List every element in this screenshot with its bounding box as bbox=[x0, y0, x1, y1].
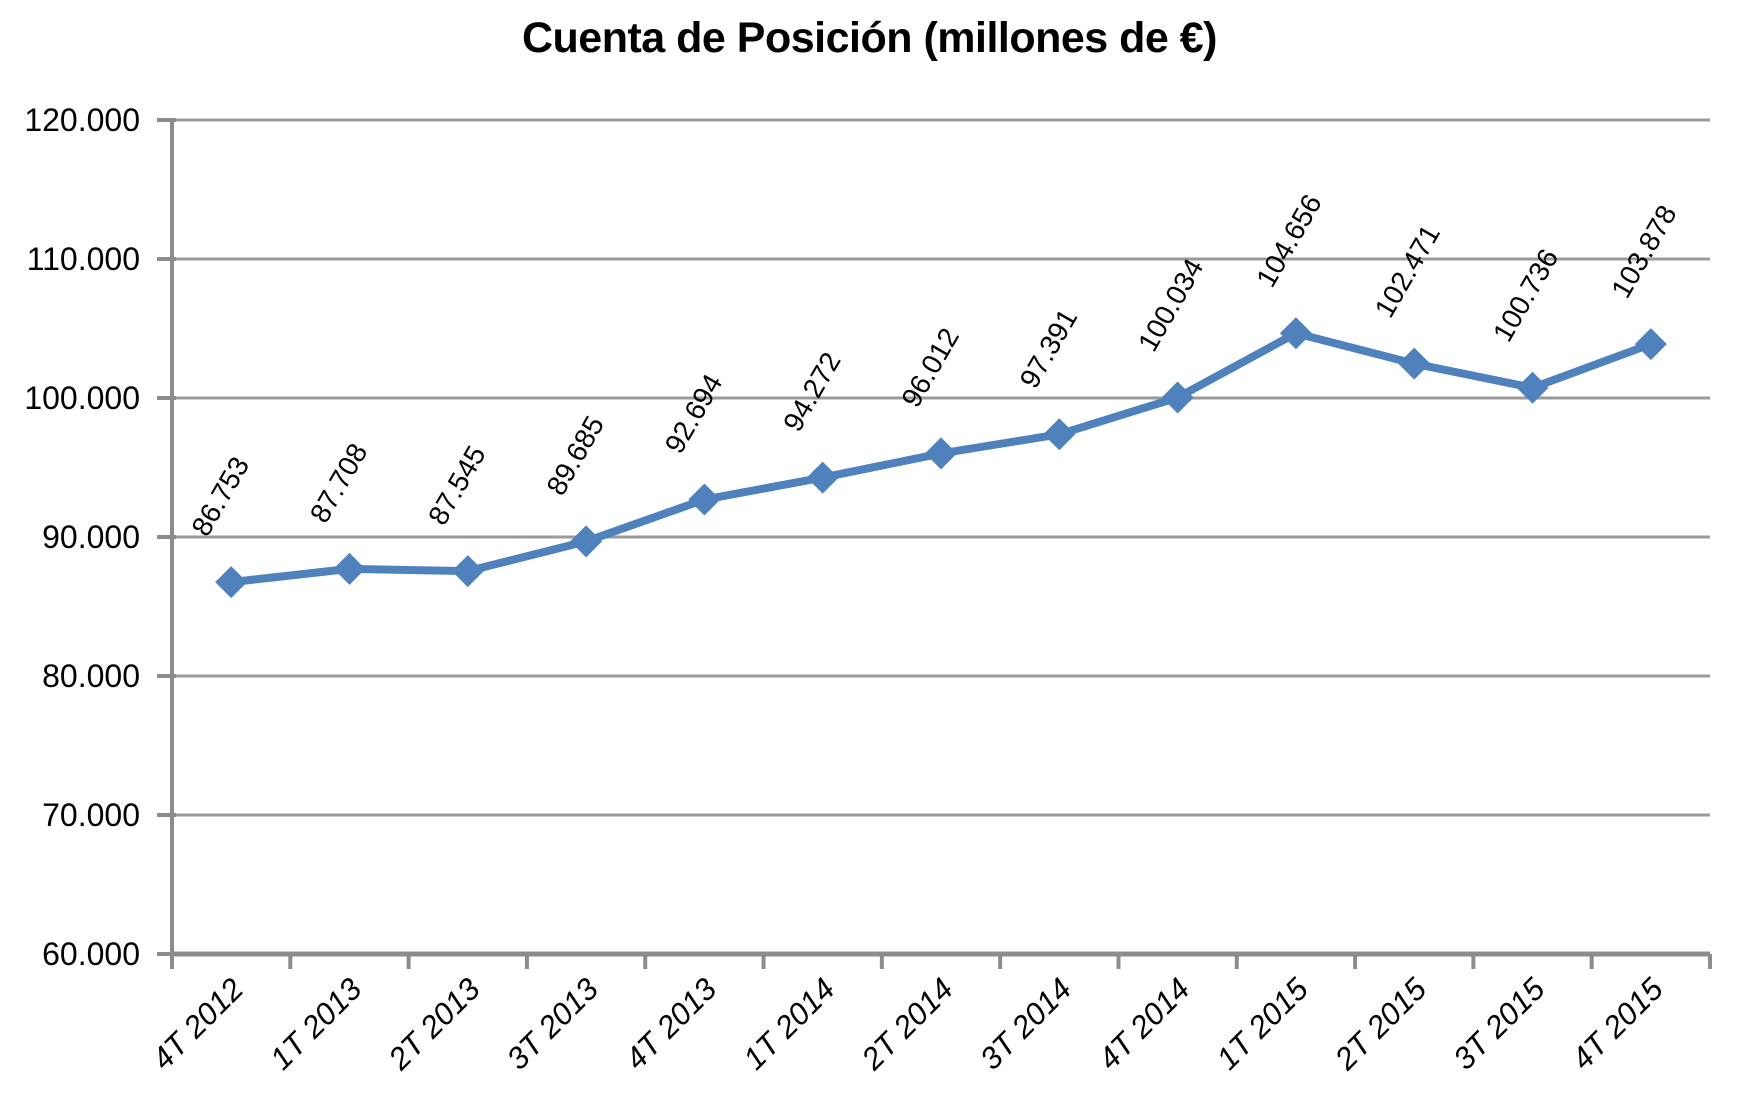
data-point-marker bbox=[1161, 381, 1194, 414]
chart-title: Cuenta de Posición (millones de €) bbox=[521, 14, 1218, 62]
data-point-marker bbox=[1398, 347, 1431, 380]
x-tick-label: 4T 2015 bbox=[1565, 971, 1671, 1077]
data-point-label: 97.391 bbox=[1014, 304, 1084, 394]
data-point-label: 94.272 bbox=[777, 347, 847, 437]
data-point-label: 87.545 bbox=[422, 440, 492, 530]
x-tick-label: 1T 2014 bbox=[736, 971, 841, 1076]
y-tick-label: 90.000 bbox=[42, 519, 140, 555]
y-tick-label: 80.000 bbox=[42, 658, 140, 694]
x-tick-label: 3T 2013 bbox=[500, 971, 605, 1076]
data-point-marker bbox=[1516, 371, 1549, 404]
data-point-marker bbox=[1279, 317, 1312, 350]
y-tick-label: 120.000 bbox=[24, 102, 140, 138]
y-tick-label: 60.000 bbox=[42, 936, 140, 972]
data-point-label: 100.034 bbox=[1132, 253, 1209, 356]
data-point-marker bbox=[1043, 418, 1076, 451]
data-point-marker bbox=[215, 566, 248, 599]
data-point-marker bbox=[1634, 328, 1667, 361]
y-tick-label: 70.000 bbox=[42, 797, 140, 833]
data-point-label: 87.708 bbox=[304, 438, 374, 528]
data-point-marker bbox=[451, 555, 484, 588]
x-tick-label: 1T 2013 bbox=[263, 971, 368, 1076]
x-tick-label: 3T 2015 bbox=[1446, 971, 1552, 1077]
x-tick-label: 2T 2014 bbox=[854, 971, 960, 1077]
data-point-label: 86.753 bbox=[186, 451, 256, 541]
x-tick-label: 2T 2015 bbox=[1327, 971, 1433, 1077]
data-point-marker bbox=[333, 552, 366, 585]
data-point-marker bbox=[688, 483, 721, 516]
y-tick-label: 100.000 bbox=[24, 380, 140, 416]
x-tick-label: 4T 2013 bbox=[618, 971, 723, 1076]
data-point-marker bbox=[806, 461, 839, 494]
data-point-marker bbox=[570, 525, 603, 558]
data-point-label: 104.656 bbox=[1250, 189, 1327, 292]
data-point-label: 92.694 bbox=[659, 369, 729, 459]
data-point-marker bbox=[925, 437, 957, 470]
data-point-label: 103.878 bbox=[1605, 200, 1682, 303]
data-point-label: 89.685 bbox=[540, 411, 610, 501]
x-tick-label: 2T 2013 bbox=[381, 971, 487, 1077]
x-tick-label: 3T 2014 bbox=[973, 971, 1078, 1076]
x-tick-label: 4T 2014 bbox=[1091, 971, 1196, 1076]
y-tick-label: 110.000 bbox=[27, 241, 140, 277]
x-tick-label: 1T 2015 bbox=[1210, 971, 1316, 1077]
data-point-label: 102.471 bbox=[1369, 219, 1446, 322]
x-tick-label: 4T 2012 bbox=[145, 971, 250, 1076]
